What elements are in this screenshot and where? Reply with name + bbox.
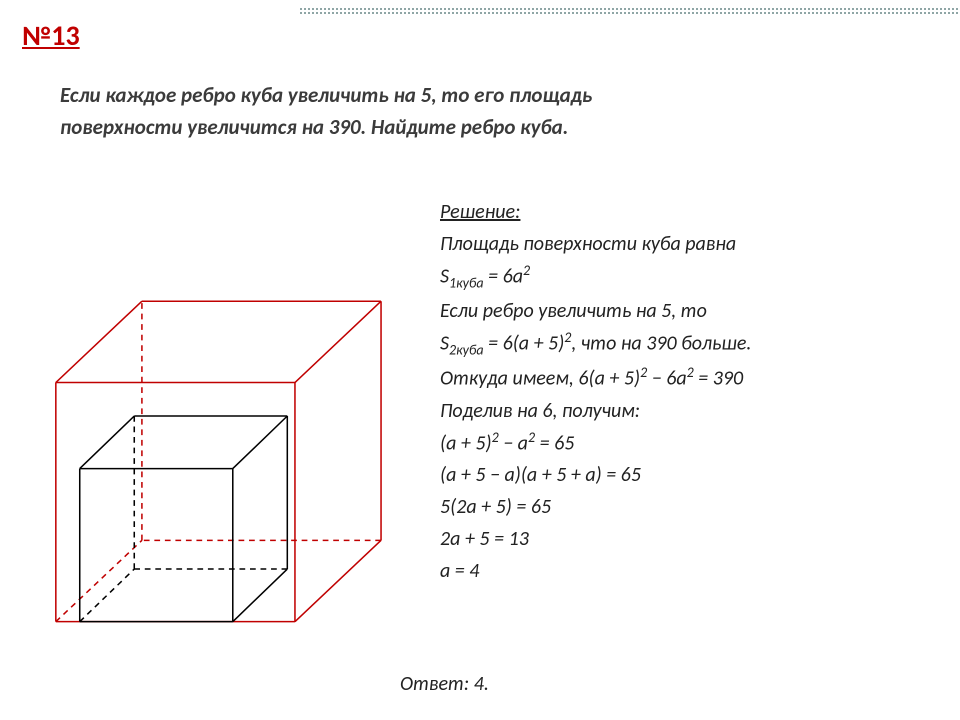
top-dotted-line-2 [300, 12, 960, 14]
problem-line-1: Если каждое ребро куба увеличить на 5, т… [60, 82, 592, 108]
top-dotted-line [300, 8, 960, 10]
solution-line-9: 5(2a + 5) = 65 [440, 491, 930, 523]
problem-number: №13 [22, 18, 80, 53]
solution-line-5: Откуда имеем, 6(a + 5)2 − 6a2 = 390 [440, 362, 930, 395]
problem-line-2: поверхности увеличится на 390. Найдите р… [60, 114, 568, 140]
problem-statement: Если каждое ребро куба увеличить на 5, т… [60, 80, 920, 143]
solution-line-8: (a + 5 − a)(a + 5 + a) = 65 [440, 459, 930, 491]
solution-heading: Решение: [440, 196, 930, 228]
solution-line-2: S1куба = 6a2 [440, 260, 930, 295]
cubes-diagram [28, 196, 428, 636]
inner-cube [80, 416, 288, 622]
solution-line-3: Если ребро увеличить на 5, то [440, 295, 930, 327]
solution-block: Решение: Площадь поверхности куба равна … [440, 196, 930, 587]
solution-line-7: (a + 5)2 − a2 = 65 [440, 427, 930, 460]
solution-line-1: Площадь поверхности куба равна [440, 228, 930, 260]
solution-line-4: S2куба = 6(a + 5)2, что на 390 больше. [440, 327, 930, 362]
solution-line-10: 2a + 5 = 13 [440, 523, 930, 555]
solution-line-6: Поделив на 6, получим: [440, 395, 930, 427]
answer: Ответ: 4. [400, 672, 489, 696]
outer-cube [56, 301, 381, 621]
top-decorative-border [0, 0, 960, 24]
solution-line-11: a = 4 [440, 555, 930, 587]
